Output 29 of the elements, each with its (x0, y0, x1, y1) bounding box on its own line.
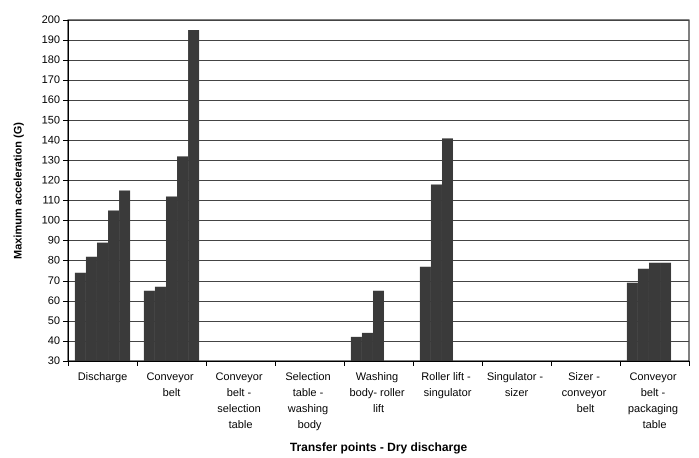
x-tick-label: Discharge (78, 371, 128, 383)
y-tick-label: 30 (48, 355, 60, 367)
y-tick-label: 70 (48, 274, 60, 287)
x-tick-label: Sizer - conveyor belt (562, 371, 610, 415)
y-tick-label: 170 (42, 74, 60, 86)
y-tick-label: 150 (42, 114, 60, 126)
y-tick-label: 130 (42, 154, 60, 166)
y-tick-label: 60 (48, 294, 60, 307)
y-tick-label: 40 (48, 334, 60, 347)
x-tick-label: Washing body- roller lift (349, 371, 408, 415)
x-axis-title: Transfer points - Dry discharge (290, 440, 468, 454)
y-tick-label: 190 (42, 34, 60, 46)
y-axis-title: Maximum acceleration (G) (12, 122, 24, 259)
y-tick-label: 140 (42, 134, 60, 146)
x-tick-label: Singulator - sizer (486, 371, 546, 399)
x-tick-label: Roller lift - singulator (421, 371, 474, 399)
y-tick-label: 50 (48, 314, 60, 327)
y-tick-label: 110 (42, 194, 60, 207)
x-tick-label: Conveyor belt - selection table (215, 371, 266, 431)
y-tick-label: 200 (42, 14, 60, 26)
x-tick-label: Conveyor belt - packaging table (628, 371, 682, 431)
y-tick-label: 90 (48, 234, 60, 247)
x-tick-label: Selection table - washing body (285, 371, 334, 431)
y-tick-label: 180 (42, 54, 60, 66)
x-tick-label: Conveyor belt (146, 371, 197, 399)
y-tick-label: 120 (42, 174, 60, 186)
y-tick-label: 100 (42, 214, 60, 227)
y-tick-label: 160 (42, 94, 60, 106)
y-tick-label: 80 (48, 254, 60, 267)
